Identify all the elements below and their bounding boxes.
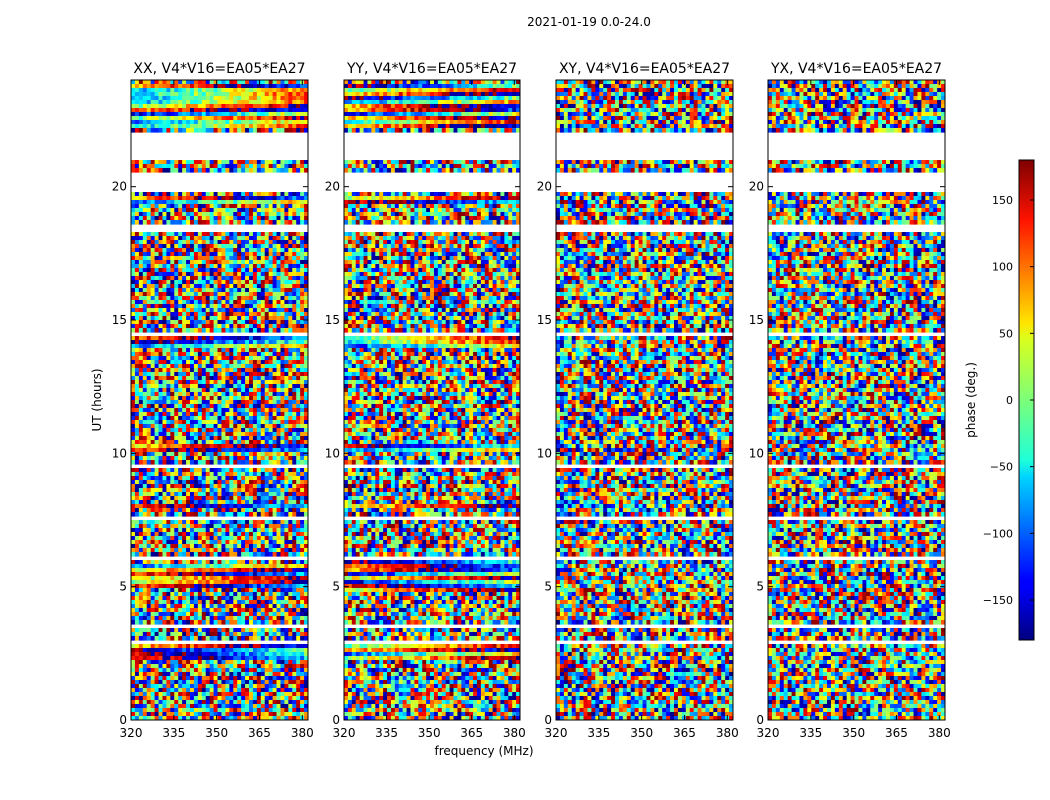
x-tick-label: 335 xyxy=(799,726,822,740)
colorbar: −150 −100 −50 0 50 100 150 phase (deg.) xyxy=(964,159,1035,641)
colorbar-tick-label: 0 xyxy=(1006,394,1013,407)
x-tick-label: 365 xyxy=(248,726,271,740)
y-tick-label: 15 xyxy=(749,313,764,327)
colorbar-ticks: −150 −100 −50 0 50 100 150 xyxy=(983,194,1034,607)
panels: XX, V4*V16=EA05*EA27 320 335 350 365 380 0 5 10 1… xyxy=(112,61,951,740)
heatmap xyxy=(556,80,733,720)
x-tick-label: 335 xyxy=(587,726,610,740)
axes-frame xyxy=(767,79,946,721)
y-tick-label: 5 xyxy=(544,580,552,594)
heatmap xyxy=(344,80,520,720)
y-tick-label: 5 xyxy=(119,580,127,594)
colorbar-tick-label: 50 xyxy=(999,327,1013,340)
y-tick-label: 15 xyxy=(537,313,552,327)
colorbar-label: phase (deg.) xyxy=(964,362,978,438)
y-tick-label: 10 xyxy=(537,446,552,460)
y-tick-label: 0 xyxy=(119,713,127,727)
colorbar-tick-label: −100 xyxy=(983,527,1013,540)
x-tick-label: 350 xyxy=(418,726,441,740)
y-tick-label: 20 xyxy=(749,180,764,194)
x-tick-label: 380 xyxy=(716,726,739,740)
x-tick-label: 365 xyxy=(460,726,483,740)
x-tick-label: 365 xyxy=(673,726,696,740)
heatmap xyxy=(768,80,945,720)
panel-3: YX, V4*V16=EA05*EA27 320 335 350 365 380 0 5 10 1… xyxy=(749,61,951,740)
x-tick-label: 335 xyxy=(375,726,398,740)
y-axis-label: UT (hours) xyxy=(90,368,104,431)
panel-title: XX, V4*V16=EA05*EA27 xyxy=(133,61,305,77)
x-tick-label: 380 xyxy=(928,726,951,740)
panel-0: XX, V4*V16=EA05*EA27 320 335 350 365 380 0 5 10 1… xyxy=(112,61,314,740)
heatmap xyxy=(131,80,308,720)
panel-1: YY, V4*V16=EA05*EA27 320 335 350 365 380 0 5 10 1… xyxy=(325,61,526,740)
x-tick-label: 350 xyxy=(630,726,653,740)
x-tick-label: 350 xyxy=(205,726,228,740)
y-tick-label: 15 xyxy=(325,313,340,327)
x-tick-label: 350 xyxy=(842,726,865,740)
panel-2: XY, V4*V16=EA05*EA27 320 335 350 365 380 0 5 10 1… xyxy=(537,61,739,740)
y-tick-label: 20 xyxy=(537,180,552,194)
x-axis-label: frequency (MHz) xyxy=(434,744,533,758)
y-tick-label: 10 xyxy=(112,446,127,460)
x-tick-label: 320 xyxy=(120,726,143,740)
colorbar-tick-label: −50 xyxy=(990,461,1013,474)
y-tick-label: 0 xyxy=(332,713,340,727)
figure-suptitle: 2021-01-19 0.0-24.0 xyxy=(527,15,651,29)
axes-frame xyxy=(130,79,309,721)
panel-title: YX, V4*V16=EA05*EA27 xyxy=(770,61,942,77)
y-tick-label: 0 xyxy=(544,713,552,727)
panel-title: YY, V4*V16=EA05*EA27 xyxy=(346,61,517,77)
y-tick-label: 10 xyxy=(749,446,764,460)
y-tick-label: 10 xyxy=(325,446,340,460)
y-tick-label: 20 xyxy=(112,180,127,194)
x-tick-label: 320 xyxy=(545,726,568,740)
axes-frame xyxy=(555,79,734,721)
x-tick-label: 380 xyxy=(291,726,314,740)
x-tick-label: 335 xyxy=(162,726,185,740)
x-tick-label: 320 xyxy=(757,726,780,740)
colorbar-tick-label: 150 xyxy=(992,194,1013,207)
y-tick-label: 0 xyxy=(756,713,764,727)
y-tick-label: 5 xyxy=(332,580,340,594)
colorbar-tick-label: 100 xyxy=(992,261,1013,274)
y-tick-label: 5 xyxy=(756,580,764,594)
y-tick-label: 15 xyxy=(112,313,127,327)
x-tick-label: 380 xyxy=(503,726,526,740)
x-tick-label: 320 xyxy=(333,726,356,740)
axes-frame xyxy=(343,79,521,721)
x-tick-label: 365 xyxy=(885,726,908,740)
panel-title: XY, V4*V16=EA05*EA27 xyxy=(559,61,730,77)
colorbar-tick-label: −150 xyxy=(983,594,1013,607)
y-tick-label: 20 xyxy=(325,180,340,194)
